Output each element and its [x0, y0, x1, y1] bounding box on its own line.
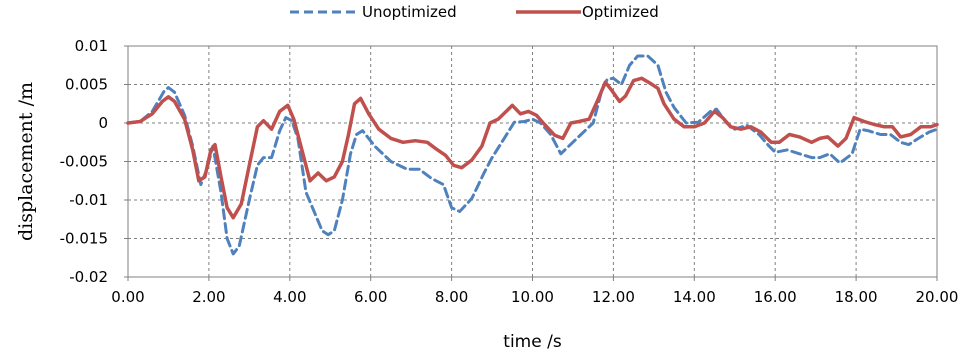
x-tick-label: 2.00	[192, 288, 225, 306]
y-axis-title: displacement /m	[15, 82, 37, 241]
series-line-optimized	[126, 76, 939, 220]
x-tick-label: 6.00	[354, 288, 387, 306]
x-axis: 0.00 2.00 4.00 6.00 8.00 10.00 12.00 14.00 16.00…	[111, 277, 958, 306]
x-tick-label: 14.00	[673, 288, 716, 306]
x-tick-label: 20.00	[916, 288, 959, 306]
y-tick-label: -0.005	[60, 153, 108, 171]
x-tick-label: 4.00	[273, 288, 306, 306]
x-tick-label: 12.00	[592, 288, 635, 306]
x-tick-label: 16.00	[754, 288, 797, 306]
y-tick-label: -0.01	[69, 191, 108, 209]
y-tick-label: 0.005	[65, 76, 108, 94]
x-tick-label: 18.00	[835, 288, 878, 306]
series-layer	[126, 54, 939, 256]
x-tick-label: 0.00	[111, 288, 144, 306]
y-tick-label: 0.01	[75, 37, 108, 55]
y-tick-label: 0	[98, 114, 108, 132]
legend-label-unoptimized: Unoptimized	[362, 3, 457, 21]
series-line-unoptimized	[126, 54, 939, 256]
legend-label-optimized: Optimized	[582, 3, 659, 21]
x-tick-label: 8.00	[435, 288, 468, 306]
x-tick-label: 10.00	[511, 288, 554, 306]
legend: Unoptimized Optimized	[290, 3, 659, 21]
y-tick-label: -0.015	[60, 230, 108, 248]
x-axis-title: time /s	[503, 332, 562, 352]
y-tick-label: -0.02	[69, 268, 108, 286]
y-axis: 0.01 0.005 0 -0.005 -0.01 -0.015 -0.02	[60, 37, 128, 286]
